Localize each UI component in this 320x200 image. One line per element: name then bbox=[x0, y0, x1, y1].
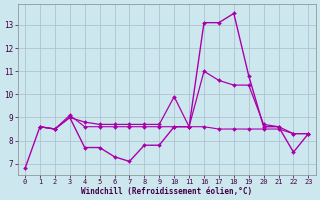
X-axis label: Windchill (Refroidissement éolien,°C): Windchill (Refroidissement éolien,°C) bbox=[81, 187, 252, 196]
